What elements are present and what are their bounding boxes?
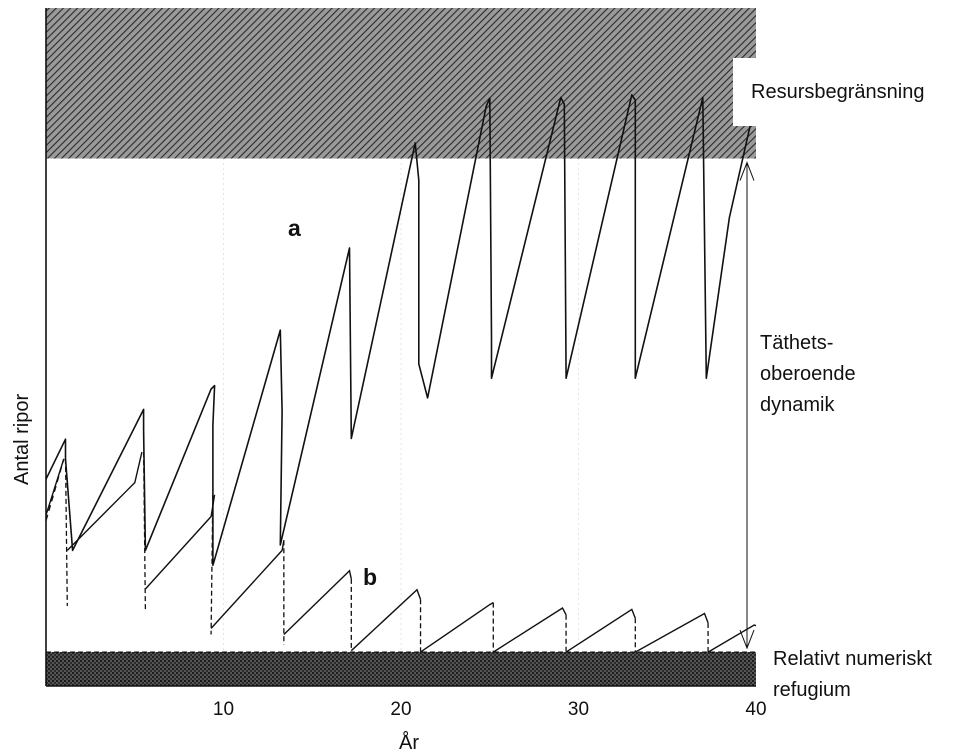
axes [45, 8, 756, 687]
density-label-line-3: dynamik [760, 394, 835, 416]
refuge-label-line-1: Relativt numeriskt [773, 648, 932, 670]
series-a [45, 94, 754, 567]
series-b-rise-11 [707, 624, 757, 653]
arrow-head-down [739, 629, 755, 650]
arrow-head-up [739, 161, 755, 181]
series-b-label: b [363, 564, 377, 590]
x-tick-label-10: 10 [213, 699, 234, 720]
series-b-rise-1 [45, 458, 65, 516]
density-independent-arrow [739, 161, 755, 650]
series-b-rise-3 [144, 494, 216, 590]
series-b [45, 451, 757, 653]
series-b-rise-6 [350, 588, 422, 652]
x-tick-label-30: 30 [568, 699, 589, 720]
refuge-band [46, 652, 756, 686]
density-label-line-2: oberoende [760, 363, 856, 385]
y-axis-title: Antal ripor [11, 394, 33, 485]
series-b-rise-8 [492, 607, 567, 653]
vertical-gridlines [223, 158, 579, 653]
series-a-label: a [288, 215, 301, 241]
refuge-label-line-2: refugium [773, 679, 851, 701]
resource-label-box [733, 58, 973, 126]
series-b-rise-5 [283, 569, 352, 636]
series-b-rise-2 [66, 451, 143, 551]
x-axis-title: År [399, 731, 419, 754]
resource-limit-label: Resursbegränsning [751, 81, 924, 103]
x-tick-label-20: 20 [390, 699, 411, 720]
series-b-rise-10 [634, 612, 709, 653]
x-tick-label-40: 40 [745, 699, 766, 720]
series-b-drop-1 [64, 458, 68, 607]
series-b-rise-7 [420, 601, 494, 653]
resource-limit-band [46, 8, 756, 159]
density-label-line-1: Täthets- [760, 332, 833, 354]
series-b-drop-3 [210, 494, 214, 635]
series-b-rise-4 [210, 540, 285, 629]
series-a-line [45, 94, 754, 567]
x-tick-labels: 10 20 30 40 [213, 699, 767, 720]
series-b-rise-9 [565, 608, 636, 653]
background-bands [46, 8, 756, 686]
